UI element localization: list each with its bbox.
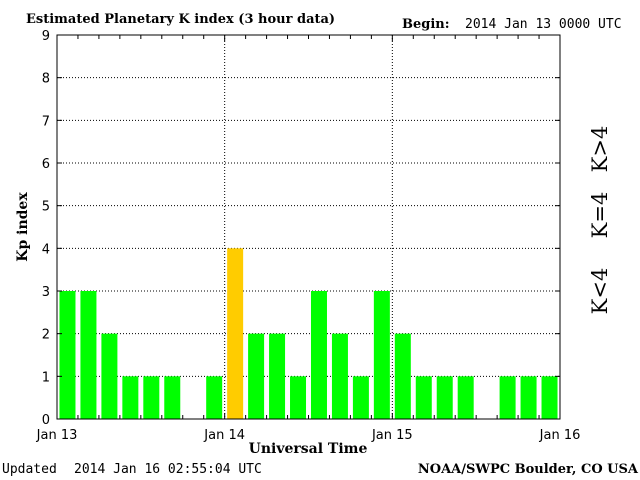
kp-bar bbox=[227, 248, 244, 419]
source-credit: NOAA/SWPC Boulder, CO USA bbox=[418, 462, 639, 477]
kp-bar bbox=[143, 376, 160, 419]
kp-bar bbox=[59, 291, 76, 419]
kp-bar bbox=[248, 333, 265, 419]
kp-bar bbox=[436, 376, 453, 419]
kp-bar bbox=[80, 291, 97, 419]
y-tick-label: 6 bbox=[42, 157, 50, 172]
chart-title: Estimated Planetary K index (3 hour data… bbox=[26, 12, 335, 27]
kp-bar bbox=[373, 291, 390, 419]
kp-bar bbox=[394, 333, 411, 419]
y-tick-label: 4 bbox=[42, 242, 50, 257]
y-tick-label: 0 bbox=[42, 413, 50, 428]
kp-bar bbox=[290, 376, 307, 419]
plot-frame bbox=[56, 34, 561, 420]
y-axis-label: Kp index bbox=[15, 192, 31, 262]
kp-bar bbox=[101, 333, 118, 419]
updated-value: 2014 Jan 16 02:55:04 UTC bbox=[74, 462, 262, 477]
kp-bar bbox=[520, 376, 537, 419]
y-tick-label: 3 bbox=[42, 285, 50, 300]
updated-label: Updated bbox=[2, 462, 57, 477]
begin-label: Begin: bbox=[402, 17, 450, 32]
x-axis-label: Universal Time bbox=[249, 441, 368, 457]
y-tick-label: 2 bbox=[42, 328, 50, 343]
kp-bar bbox=[352, 376, 369, 419]
axis-layer: 0 1 2 3 4 5 6 7 8 9 Jan 13 Jan 14 Jan 15 Jan 16 bbox=[36, 29, 581, 443]
kp-bar bbox=[541, 376, 558, 419]
begin-value: 2014 Jan 13 0000 UTC bbox=[465, 17, 622, 32]
x-tick-label: Jan 15 bbox=[371, 428, 413, 443]
kp-bar bbox=[269, 333, 286, 419]
legend-k-below-4: K<4 bbox=[588, 268, 612, 315]
kp-bar bbox=[331, 333, 348, 419]
kp-bar bbox=[206, 376, 223, 419]
y-tick-label: 8 bbox=[42, 72, 50, 87]
kp-bar bbox=[499, 376, 516, 419]
bar-layer bbox=[59, 248, 558, 419]
kp-bar bbox=[415, 376, 432, 419]
kp-bar bbox=[164, 376, 181, 419]
y-tick-label: 9 bbox=[42, 29, 50, 44]
grid-layer bbox=[57, 35, 560, 419]
kp-bar bbox=[310, 291, 327, 419]
x-tick-label: Jan 14 bbox=[203, 428, 245, 443]
x-tick-label: Jan 16 bbox=[539, 428, 581, 443]
kp-bar bbox=[122, 376, 139, 419]
y-tick-label: 5 bbox=[42, 200, 50, 215]
legend-k-equals-4: K=4 bbox=[588, 192, 612, 239]
y-tick-label: 7 bbox=[42, 114, 50, 129]
x-tick-label: Jan 13 bbox=[36, 428, 78, 443]
legend-k-above-4: K>4 bbox=[588, 126, 612, 173]
y-tick-label: 1 bbox=[42, 370, 50, 385]
kp-bar bbox=[457, 376, 474, 419]
